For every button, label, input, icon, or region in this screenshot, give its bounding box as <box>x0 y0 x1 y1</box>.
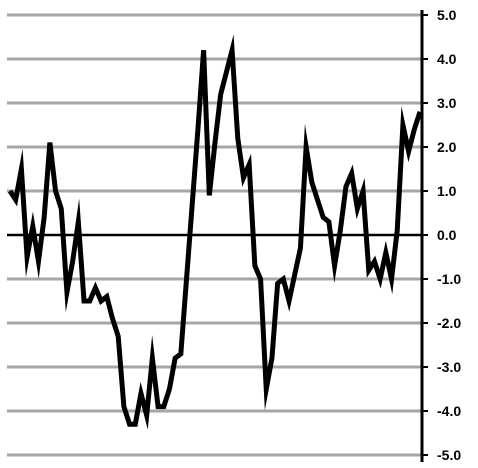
y-tick-label: -5.0 <box>437 447 461 463</box>
y-tick-label: 5.0 <box>437 7 457 23</box>
y-tick-label: 1.0 <box>437 183 457 199</box>
y-tick-label: -3.0 <box>437 359 461 375</box>
series-line <box>7 34 423 430</box>
y-tick-label: -4.0 <box>437 403 461 419</box>
y-tick-label: 0.0 <box>437 227 457 243</box>
y-axis-tick-labels: 5.0 4.0 3.0 2.0 1.0 0.0 -1.0 -2.0 -3.0 -4.0 -5.0 <box>437 7 461 463</box>
y-tick-label: 2.0 <box>437 139 457 155</box>
y-tick-label: 3.0 <box>437 95 457 111</box>
y-tick-label: -1.0 <box>437 271 461 287</box>
y-tick-label: -2.0 <box>437 315 461 331</box>
y-axis-ticks <box>421 14 428 456</box>
gridlines <box>7 13 422 457</box>
y-tick-label: 4.0 <box>437 51 457 67</box>
